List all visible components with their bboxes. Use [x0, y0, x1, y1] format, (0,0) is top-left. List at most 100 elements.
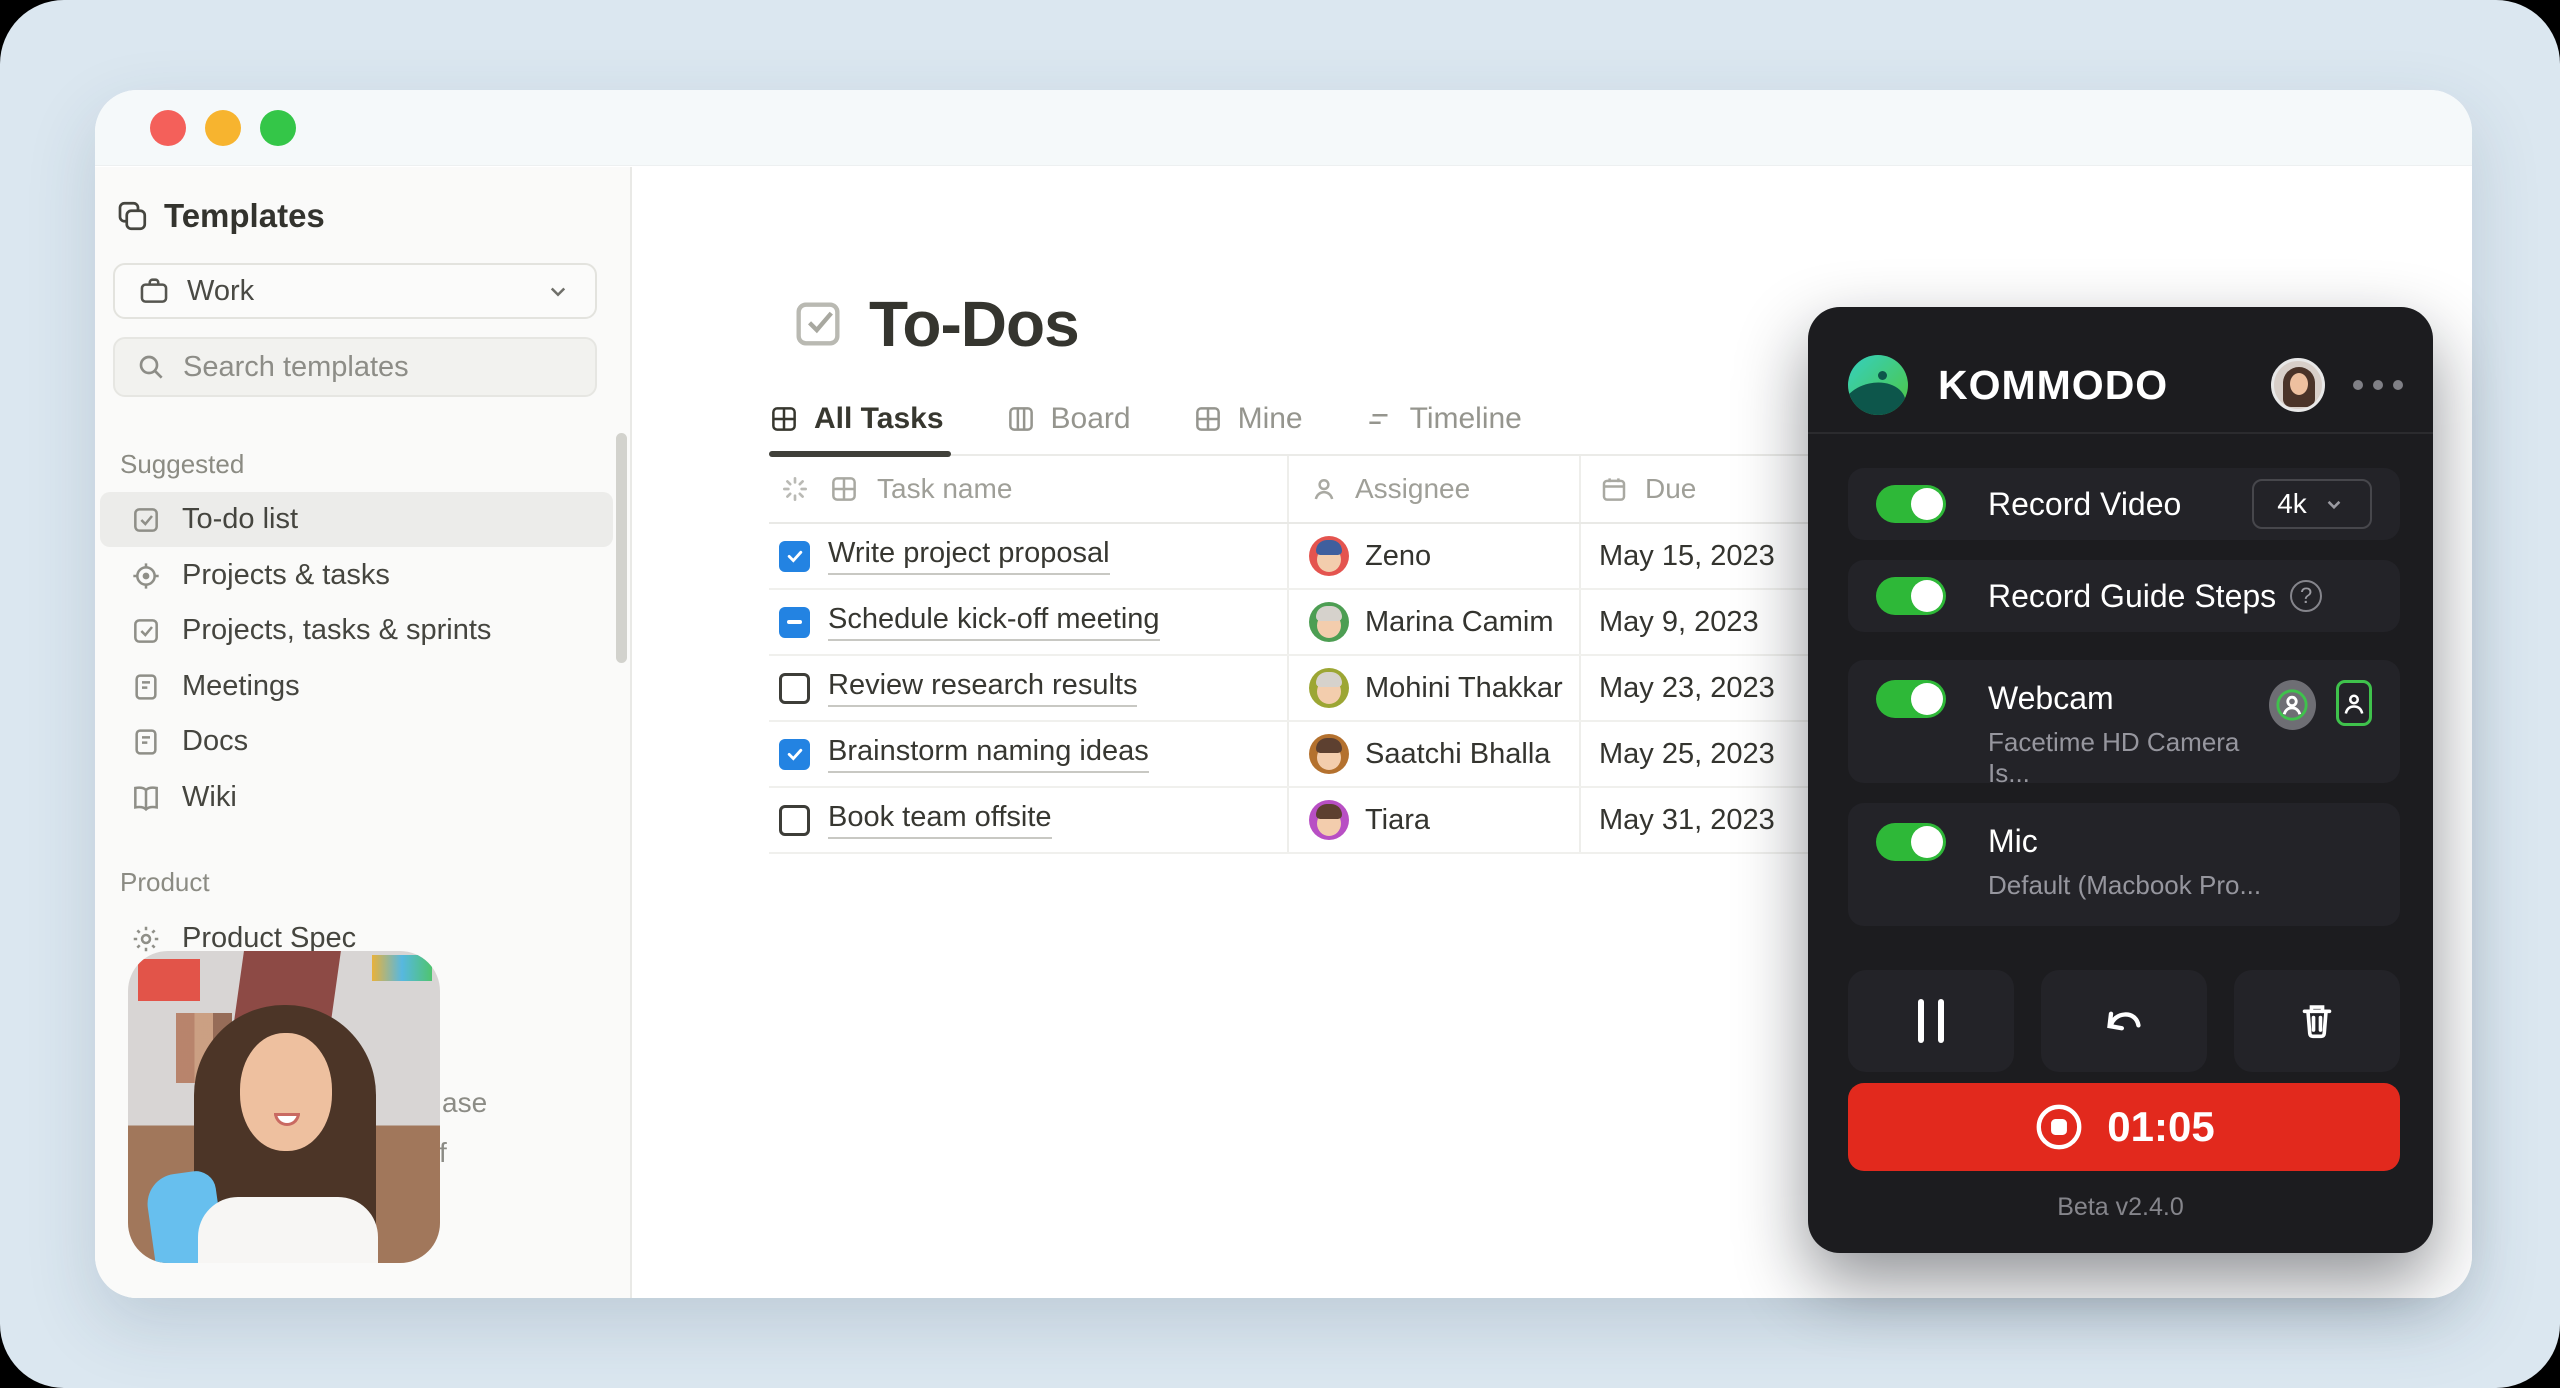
setting-label: Record Guide Steps [1988, 577, 2277, 614]
page-title-block: To-Dos [789, 287, 1080, 361]
task-title-link[interactable]: Book team offsite [828, 801, 1052, 839]
sidebar-item-wiki[interactable]: Wiki [100, 770, 613, 825]
tab-label: Timeline [1409, 402, 1522, 435]
column-header-task[interactable]: Task name [877, 473, 1013, 504]
due-cell[interactable]: May 9, 2023 [1579, 590, 1914, 654]
webcam-toggle[interactable] [1876, 680, 1946, 718]
chevron-down-icon [2327, 500, 2341, 510]
recording-timer: 01:05 [2107, 1103, 2215, 1150]
assignee-name: Saatchi Bhalla [1365, 737, 1551, 770]
due-date: May 15, 2023 [1599, 539, 1775, 572]
task-checkbox-checked[interactable] [779, 738, 810, 770]
assignee-cell[interactable]: Saatchi Bhalla [1287, 722, 1579, 786]
tab-mine[interactable]: Mine [1193, 393, 1303, 445]
active-tab-indicator [769, 451, 951, 457]
tab-board[interactable]: Board [1006, 393, 1131, 445]
due-cell[interactable]: May 23, 2023 [1579, 656, 1914, 720]
assignee-name: Marina Camim [1365, 605, 1554, 638]
tab-timeline[interactable]: Timeline [1365, 393, 1522, 445]
pause-button[interactable] [1848, 970, 2014, 1072]
due-date: May 31, 2023 [1599, 803, 1775, 836]
tab-all-tasks[interactable]: All Tasks [769, 393, 944, 445]
setting-label: Mic [1988, 823, 2038, 859]
search-templates-input[interactable]: Search templates [113, 337, 597, 397]
sidebar-item-product-spec[interactable]: Product Spec [100, 911, 613, 966]
table-view-icon [1193, 404, 1223, 434]
more-options-button[interactable] [2353, 380, 2403, 390]
sidebar-item-label: Projects, tasks & sprints [182, 614, 492, 646]
target-icon [130, 560, 162, 592]
recorder-app-name: KOMMODO [1938, 361, 2169, 408]
delete-button[interactable] [2234, 970, 2400, 1072]
sidebar-title: Templates [164, 197, 325, 234]
document-icon [130, 671, 162, 703]
task-checkbox-indeterminate[interactable] [779, 606, 810, 638]
resolution-select[interactable]: 4k [2252, 479, 2372, 529]
task-checkbox-unchecked[interactable] [779, 672, 810, 704]
record-video-row: Record Video 4k [1848, 468, 2400, 540]
sidebar-item-meetings[interactable]: Meetings [100, 659, 613, 714]
restart-button[interactable] [2041, 970, 2207, 1072]
sidebar-item-projects-tasks-sprints[interactable]: Projects, tasks & sprints [100, 603, 613, 658]
loading-spinner-icon [779, 473, 811, 505]
tasks-table: Task name Assignee [769, 456, 1914, 854]
sidebar-header: Templates [114, 197, 325, 235]
mic-device-name: Default (Macbook Pro... [1988, 870, 2262, 900]
todo-checkbox-icon [130, 504, 162, 536]
timeline-view-icon [1365, 404, 1395, 434]
webcam-bg-poster [138, 959, 200, 1001]
templates-icon [114, 198, 150, 234]
due-cell[interactable]: May 31, 2023 [1579, 788, 1914, 852]
record-guide-steps-toggle[interactable] [1876, 577, 1946, 615]
column-header-assignee[interactable]: Assignee [1355, 473, 1471, 504]
sidebar-item-label: Docs [182, 725, 249, 757]
sidebar-scrollbar[interactable] [616, 433, 627, 663]
workspace-selector[interactable]: Work [113, 263, 597, 319]
recording-controls [1848, 970, 2400, 1072]
task-checkbox-checked[interactable] [779, 540, 810, 572]
document-icon [130, 726, 162, 758]
assignee-cell[interactable]: Tiara [1287, 788, 1579, 852]
sidebar-item-docs[interactable]: Docs [100, 714, 613, 769]
stop-recording-button[interactable]: 01:05 [1848, 1083, 2400, 1171]
todo-checkbox-icon [130, 615, 162, 647]
sidebar-item-projects-tasks[interactable]: Projects & tasks [100, 548, 613, 603]
square-person-icon[interactable] [2335, 680, 2372, 726]
assignee-cell[interactable]: Zeno [1287, 524, 1579, 588]
mic-toggle[interactable] [1876, 823, 1946, 861]
table-grid-icon [829, 474, 859, 504]
task-title-link[interactable]: Write project proposal [828, 537, 1110, 575]
stop-icon [2036, 1104, 2082, 1150]
avatar [1309, 800, 1349, 840]
help-icon[interactable]: ? [2290, 580, 2323, 612]
window-titlebar [95, 90, 2472, 166]
task-title-link[interactable]: Schedule kick-off meeting [828, 603, 1160, 641]
webcam-preview[interactable] [128, 951, 440, 1263]
board-view-icon [1006, 404, 1036, 434]
gear-icon [130, 923, 162, 955]
task-checkbox-unchecked[interactable] [779, 804, 810, 836]
record-video-toggle[interactable] [1876, 485, 1946, 523]
assignee-name: Zeno [1365, 539, 1432, 572]
undo-arrow-icon [2107, 1011, 2141, 1031]
workspace-label: Work [187, 274, 255, 307]
table-row: Write project proposal Zeno May 15, 2023 [769, 524, 1914, 590]
assignee-cell[interactable]: Mohini Thakkar [1287, 656, 1579, 720]
circle-person-icon[interactable] [2268, 680, 2316, 730]
calendar-icon [1599, 474, 1629, 504]
minimize-window-button[interactable] [205, 110, 241, 146]
task-title-link[interactable]: Brainstorm naming ideas [828, 735, 1149, 773]
zoom-window-button[interactable] [260, 110, 296, 146]
kommodo-recorder-panel: KOMMODO Record Video 4k Record Guide Ste… [1808, 307, 2433, 1253]
close-window-button[interactable] [150, 110, 186, 146]
sidebar-item-todo-list[interactable]: To-do list [100, 492, 613, 547]
due-cell[interactable]: May 15, 2023 [1579, 524, 1914, 588]
column-header-due[interactable]: Due [1645, 473, 1697, 504]
webcam-device-name: Facetime HD Camera Is... [1988, 727, 2240, 788]
assignee-cell[interactable]: Marina Camim [1287, 590, 1579, 654]
due-cell[interactable]: May 25, 2023 [1579, 722, 1914, 786]
user-avatar[interactable] [2271, 358, 2325, 412]
task-title-link[interactable]: Review research results [828, 669, 1138, 707]
table-header-row: Task name Assignee [769, 456, 1914, 524]
avatar [1309, 536, 1349, 576]
